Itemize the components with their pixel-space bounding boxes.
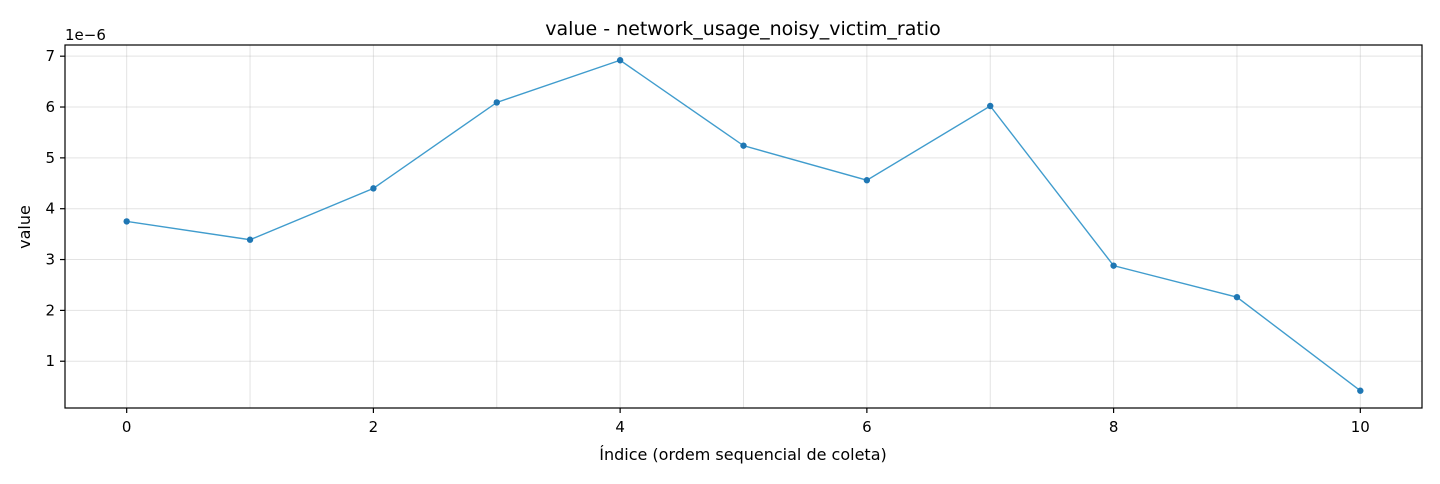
series-layer [123,57,1364,394]
x-tick-label: 6 [862,418,872,436]
data-point [740,142,747,149]
data-point [863,177,871,184]
y-tick-label: 5 [45,149,55,167]
y-tick-label: 2 [45,301,55,319]
y-tick-label: 3 [45,251,55,269]
data-point [616,57,624,64]
x-axis-ticks: 0 2 4 6 8 10 [122,408,1370,436]
data-point [370,185,377,192]
grid [65,45,1422,408]
y-tick-label: 7 [45,47,55,65]
data-point [246,236,254,243]
data-point [987,102,994,110]
y-axis-label: value [15,205,34,249]
plot-frame [64,44,1423,409]
data-point [1110,262,1117,269]
y-tick-label: 1 [45,352,55,370]
x-tick-label: 0 [122,418,132,436]
data-point [123,218,130,225]
x-tick-label: 8 [1109,418,1119,436]
x-tick-label: 4 [615,418,625,436]
y-tick-label: 6 [45,98,55,116]
data-point [1357,387,1364,394]
data-point [493,99,500,106]
x-tick-label: 2 [369,418,379,436]
x-axis-label: Índice (ordem sequencial de coleta) [599,445,887,464]
chart-title: value - network_usage_noisy_victim_ratio [545,18,940,40]
y-axis-offset-label: 1e−6 [65,26,106,44]
data-point [1233,293,1241,301]
y-axis-ticks: 1 2 3 4 5 6 7 [45,47,65,370]
y-tick-label: 4 [45,200,55,218]
x-tick-label: 10 [1351,418,1370,436]
